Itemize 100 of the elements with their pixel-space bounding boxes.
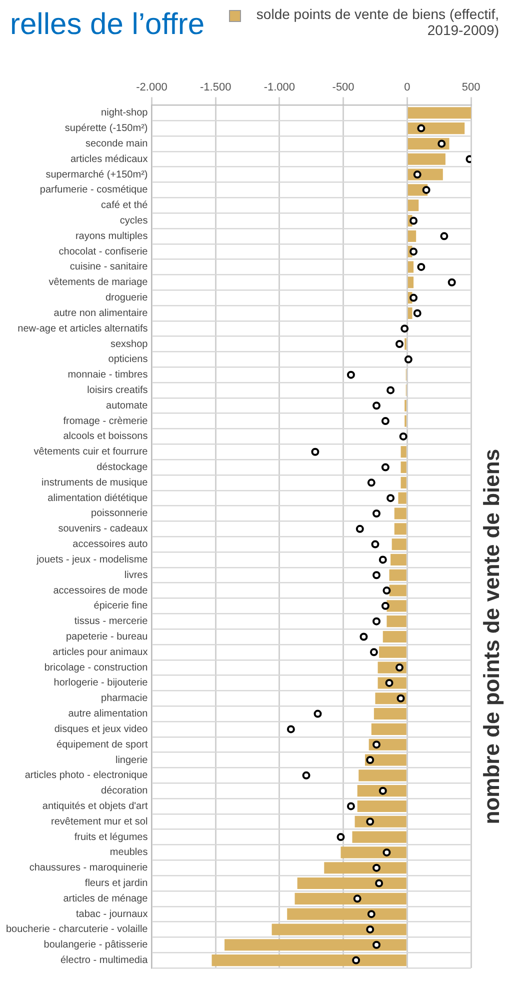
bar bbox=[392, 538, 406, 550]
bar bbox=[357, 785, 406, 797]
point bbox=[375, 879, 384, 888]
point bbox=[417, 124, 426, 132]
bar bbox=[408, 122, 465, 134]
bar bbox=[389, 584, 406, 596]
bar bbox=[386, 616, 406, 628]
y-tick-label: poissonnerie bbox=[91, 508, 148, 520]
y-tick-label: droguerie bbox=[105, 292, 148, 304]
bar bbox=[357, 800, 406, 812]
bar bbox=[272, 924, 406, 936]
point bbox=[367, 910, 376, 918]
point bbox=[378, 786, 387, 795]
legend-label: solde points de vente de biens (effectif, 2019-2009) bbox=[255, 6, 499, 38]
bar bbox=[224, 939, 406, 951]
x-tick-label: 0 bbox=[404, 82, 410, 94]
y-tick-label: cuisine - sanitaire bbox=[70, 262, 148, 273]
point bbox=[448, 278, 456, 286]
y-tick-label: livres bbox=[124, 570, 148, 581]
y-tick-label: tabac - journaux bbox=[76, 908, 148, 920]
y-tick-label: électro - multimedia bbox=[60, 955, 148, 966]
point bbox=[386, 386, 395, 394]
point bbox=[410, 216, 418, 225]
y-tick-label: chaussures - maroquinerie bbox=[29, 862, 148, 874]
point bbox=[367, 478, 376, 487]
point bbox=[372, 509, 380, 518]
bar bbox=[287, 908, 406, 920]
point bbox=[395, 340, 404, 348]
point bbox=[381, 602, 390, 610]
y-tick-label: monnaie - timbres bbox=[68, 370, 148, 381]
y-tick-label: horlogerie - bijouterie bbox=[54, 678, 148, 689]
y-tick-label: rayons multiples bbox=[75, 230, 148, 242]
point bbox=[417, 262, 426, 271]
y-tick-label: tissus - mercerie bbox=[74, 616, 148, 628]
bar bbox=[408, 153, 446, 165]
point bbox=[346, 802, 355, 810]
point bbox=[438, 140, 446, 148]
y-tick-label: café et thé bbox=[101, 200, 148, 212]
bar bbox=[371, 723, 406, 735]
y-tick-label: loisirs creatifs bbox=[87, 384, 148, 396]
bar bbox=[340, 846, 406, 858]
point bbox=[410, 248, 418, 256]
y-tick-label: alimentation diététique bbox=[48, 492, 148, 504]
y-tick-label: boucherie - charcuterie - volaille bbox=[6, 924, 148, 936]
point bbox=[302, 771, 310, 780]
point bbox=[366, 756, 374, 764]
bar bbox=[374, 708, 406, 720]
bar bbox=[324, 862, 406, 874]
y-tick-label: automate bbox=[106, 400, 148, 412]
y-tick-label: bricolage - construction bbox=[44, 662, 148, 674]
bar bbox=[400, 461, 406, 474]
y-tick-label: vêtements cuir et fourrure bbox=[34, 446, 148, 458]
point bbox=[353, 894, 362, 903]
y-tick-label: chocolat - confiserie bbox=[58, 246, 148, 258]
point bbox=[372, 571, 380, 580]
point bbox=[372, 864, 380, 872]
y-tick-label: new-age et articles alternatifs bbox=[18, 323, 148, 334]
y-tick-label: instruments de musique bbox=[42, 477, 148, 488]
point bbox=[366, 925, 374, 934]
point bbox=[371, 540, 380, 548]
point bbox=[382, 586, 391, 595]
y-tick-label: autre alimentation bbox=[68, 708, 148, 720]
point bbox=[370, 648, 378, 656]
y-tick-label: antiquités et objets d'art bbox=[42, 800, 148, 812]
point bbox=[386, 494, 395, 502]
point bbox=[360, 632, 368, 641]
bar bbox=[394, 508, 406, 520]
point bbox=[399, 432, 408, 440]
point bbox=[404, 355, 412, 364]
y-tick-label: jouets - jeux - modelisme bbox=[36, 554, 148, 566]
bar bbox=[352, 831, 406, 843]
point bbox=[413, 309, 422, 318]
y-tick-label: souvenirs - cadeaux bbox=[58, 524, 148, 535]
y-tick-label: sexshop bbox=[110, 338, 148, 350]
bar bbox=[408, 138, 450, 150]
bar bbox=[408, 230, 416, 242]
y-tick-label: supermarché (+150m²) bbox=[46, 169, 148, 180]
y-tick-label: revêtement mur et sol bbox=[51, 816, 148, 828]
y-tick-label: épicerie fine bbox=[94, 600, 148, 612]
point bbox=[352, 956, 360, 964]
y-tick-label: fleurs et jardin bbox=[84, 878, 148, 890]
y-tick-label: articles photo - electronique bbox=[24, 770, 148, 782]
x-tick-label: -500 bbox=[332, 82, 354, 94]
bar bbox=[354, 816, 406, 828]
point bbox=[366, 818, 374, 826]
bar bbox=[408, 107, 471, 119]
bar bbox=[382, 630, 406, 643]
point bbox=[356, 524, 364, 533]
bar bbox=[358, 770, 406, 782]
point bbox=[410, 294, 418, 302]
x-tick-label: 500 bbox=[462, 82, 480, 94]
point bbox=[311, 448, 320, 456]
point bbox=[372, 740, 380, 749]
point bbox=[413, 170, 422, 179]
y-tick-label: disques et jeux video bbox=[54, 724, 148, 735]
y-tick-label: autre non alimentaire bbox=[54, 308, 148, 319]
text: nombre de points de vente de biens bbox=[479, 448, 504, 824]
y-tick-label: alcools et boissons bbox=[63, 431, 148, 442]
y-tick-label: lingerie bbox=[115, 754, 148, 766]
bar bbox=[389, 569, 406, 581]
